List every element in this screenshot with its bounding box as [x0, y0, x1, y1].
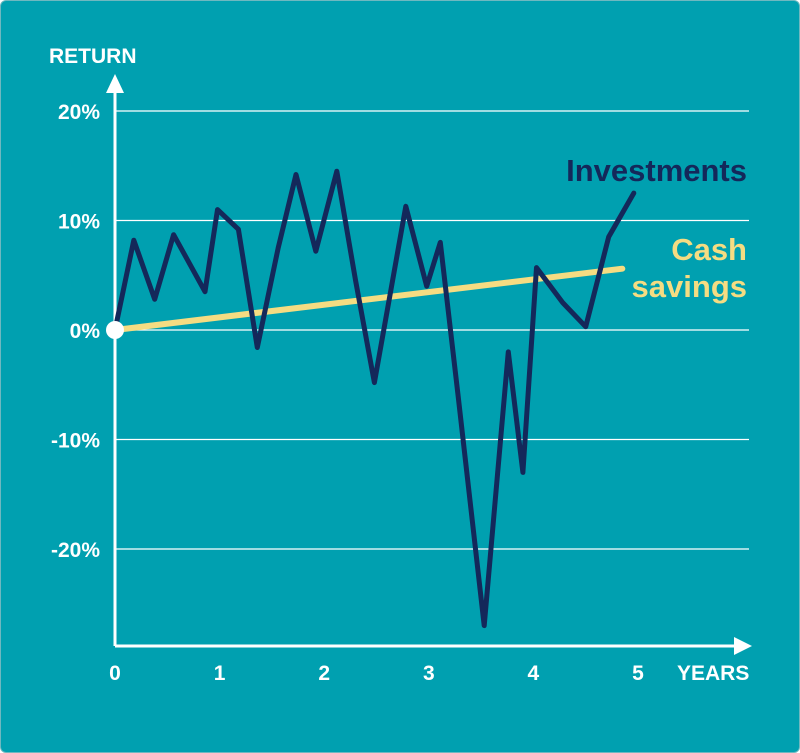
x-tick-label: 0	[109, 662, 121, 685]
y-tick-label: -10%	[51, 430, 100, 453]
y-tick-label: 20%	[58, 101, 100, 124]
origin-point	[106, 321, 124, 339]
x-tick-label: 2	[318, 662, 330, 685]
y-tick-labels: 20% 10% 0% -10% -20%	[51, 101, 100, 562]
x-axis-label: YEARS	[677, 662, 749, 685]
x-tick-label: 1	[214, 662, 226, 685]
investments-label: Investments	[566, 153, 747, 188]
x-tick-labels: 0 1 2 3 4 5	[109, 662, 644, 685]
series-lines	[112, 168, 637, 629]
x-tick-label: 4	[528, 662, 540, 685]
axes	[106, 74, 752, 655]
y-tick-label: 0%	[70, 320, 101, 343]
investments-line	[112, 168, 637, 629]
cash-savings-label-line2: savings	[632, 269, 747, 304]
cash-savings-label-line1: Cash	[671, 232, 747, 267]
y-tick-label: 10%	[58, 211, 100, 234]
x-tick-label: 3	[423, 662, 435, 685]
x-tick-label: 5	[632, 662, 644, 685]
gridlines	[115, 110, 749, 550]
y-axis-arrow	[106, 74, 124, 93]
x-axis-arrow	[734, 637, 752, 655]
y-tick-label: -20%	[51, 539, 100, 562]
y-axis-label: RETURN	[49, 45, 137, 68]
